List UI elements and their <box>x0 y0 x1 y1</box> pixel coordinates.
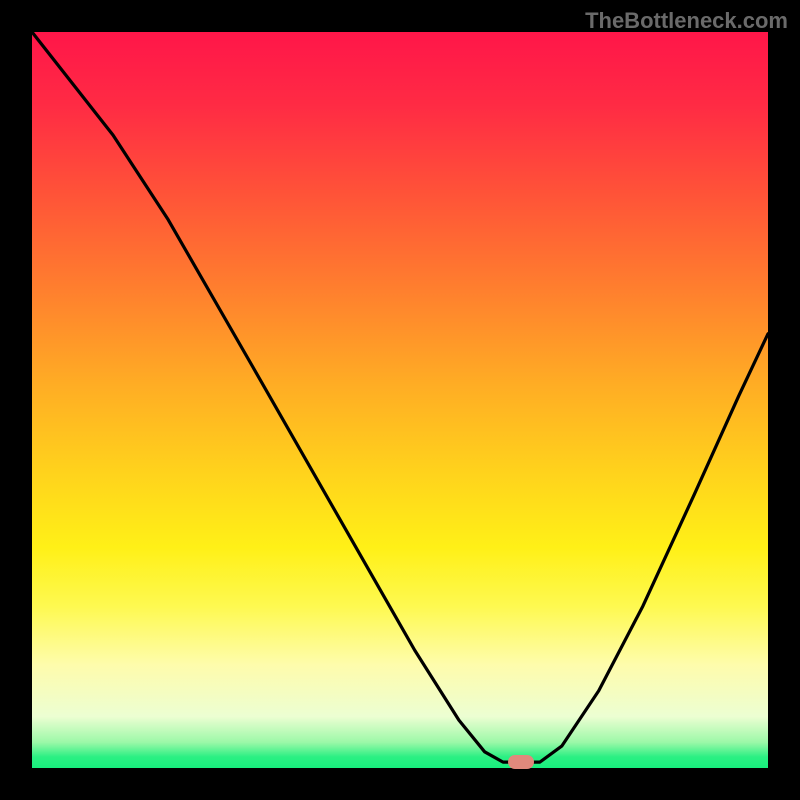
chart-container: { "watermark": { "text": "TheBottleneck.… <box>0 0 800 800</box>
watermark-text: TheBottleneck.com <box>585 8 788 34</box>
bottleneck-curve <box>32 32 768 768</box>
optimum-marker <box>508 755 534 769</box>
plot-area <box>32 32 768 768</box>
curve-polyline <box>32 32 768 762</box>
